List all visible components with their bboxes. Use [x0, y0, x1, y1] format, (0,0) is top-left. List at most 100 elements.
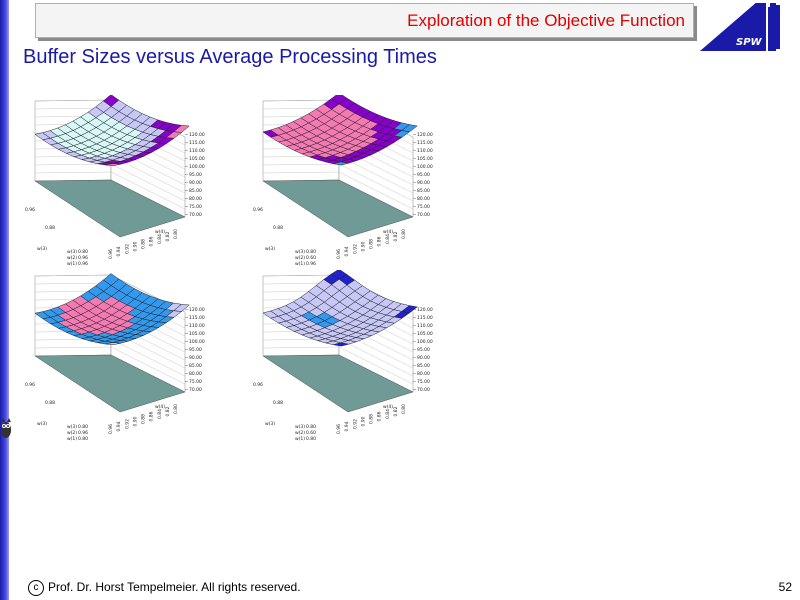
- y-axis-label: w(3): [37, 421, 47, 427]
- fixed-param-label: w(3): [295, 249, 305, 255]
- x-tick-label: 0.90: [360, 241, 366, 251]
- z-tick-label: 115.00: [189, 140, 205, 146]
- z-tick-label: 100.00: [417, 164, 433, 170]
- y-tick-label: 0.88: [273, 400, 283, 406]
- x-tick-label: 0.96: [108, 249, 114, 259]
- fixed-param-value: 0.80: [306, 436, 316, 442]
- z-tick-label: 120.00: [189, 307, 205, 313]
- y-tick-label: 0.96: [253, 382, 263, 388]
- fixed-param-value: 0.96: [78, 255, 88, 261]
- x-tick-label: 0.86: [149, 236, 155, 246]
- x-tick-label: 0.94: [116, 421, 122, 431]
- wall-gridline: [262, 163, 340, 166]
- floor-plane: [262, 179, 414, 238]
- z-tick-label: 90.00: [189, 355, 202, 361]
- wall-gridline: [262, 99, 340, 102]
- wall-gridline: [262, 171, 340, 174]
- x-tick-label: 0.90: [132, 416, 138, 426]
- wall-gridline: [110, 338, 186, 377]
- fixed-param-label: w(1): [67, 436, 77, 442]
- fixed-param-value: 0.60: [306, 430, 316, 436]
- surface-patch: [401, 124, 418, 133]
- z-tick-label: 90.00: [417, 355, 430, 361]
- z-tick-label: 100.00: [189, 164, 205, 170]
- x-tick-label: 0.90: [132, 241, 138, 251]
- z-tick-label: 105.00: [417, 156, 433, 162]
- x-tick-label: 0.80: [173, 229, 179, 239]
- header-title: Exploration of the Objective Function: [407, 11, 685, 30]
- z-tick-label: 80.00: [417, 371, 430, 377]
- x-axis-label: w(4): [383, 404, 393, 410]
- z-tick-label: 95.00: [417, 172, 430, 178]
- x-tick-label: 0.86: [377, 411, 383, 421]
- z-tick-label: 90.00: [189, 180, 202, 186]
- x-tick-label: 0.80: [173, 404, 179, 414]
- fixed-param-value: 0.80: [78, 249, 88, 255]
- copyright-icon: c: [28, 580, 44, 596]
- surface-plot-2: 120.00 115.00 110.00 105.00 100.00 95.00 90.00…: [253, 95, 433, 267]
- fixed-param-value: 0.80: [78, 436, 88, 442]
- z-tick-label: 70.00: [417, 212, 430, 218]
- fixed-param-label: w(3): [295, 424, 305, 430]
- x-tick-label: 0.88: [369, 414, 375, 424]
- z-tick-label: 95.00: [189, 347, 202, 353]
- wall-gridline: [34, 171, 112, 174]
- fixed-param-label: w(3): [67, 424, 77, 430]
- x-tick-label: 0.84: [157, 234, 163, 244]
- x-tick-label: 0.92: [124, 244, 130, 254]
- fixed-param-label: w(2): [67, 255, 77, 261]
- z-tick-label: 110.00: [417, 148, 433, 154]
- fixed-param-label: w(3): [67, 249, 77, 255]
- fixed-param-label: w(1): [67, 261, 77, 267]
- fixed-param-label: w(2): [295, 255, 305, 261]
- x-tick-label: 0.94: [116, 246, 122, 256]
- fixed-param-value: 0.80: [306, 424, 316, 430]
- x-tick-label: 0.82: [393, 231, 399, 241]
- footer-text: Prof. Dr. Horst Tempelmeier. All rights …: [48, 580, 301, 595]
- wall-gridline: [110, 171, 186, 210]
- logo-text: SPW: [736, 37, 763, 48]
- x-tick-label: 0.82: [165, 406, 171, 416]
- x-tick-label: 0.82: [393, 406, 399, 416]
- y-tick-label: 0.96: [25, 382, 35, 388]
- y-tick-label: 0.96: [25, 207, 35, 213]
- x-tick-label: 0.84: [157, 409, 163, 419]
- surface-patch: [173, 304, 190, 312]
- wall-gridline: [338, 346, 414, 385]
- x-axis-label: w(4): [383, 229, 393, 235]
- owl-logo-icon: [1, 418, 11, 438]
- x-tick-label: 0.88: [141, 414, 147, 424]
- x-tick-label: 0.84: [385, 234, 391, 244]
- floor-plane: [262, 354, 414, 413]
- z-tick-label: 75.00: [417, 379, 430, 385]
- z-tick-label: 115.00: [417, 315, 433, 321]
- z-tick-label: 105.00: [417, 331, 433, 337]
- z-tick-label: 70.00: [417, 387, 430, 393]
- y-axis-label: w(3): [265, 246, 275, 252]
- fixed-param-value: 0.80: [306, 249, 316, 255]
- y-tick-label: 0.88: [273, 225, 283, 231]
- left-sidebar-stripe: [0, 0, 9, 600]
- x-tick-label: 0.82: [165, 231, 171, 241]
- x-tick-label: 0.92: [352, 244, 358, 254]
- fixed-param-value: 0.60: [306, 255, 316, 261]
- x-tick-label: 0.96: [336, 249, 342, 259]
- fixed-param-label: w(1): [295, 436, 305, 442]
- header-banner: Exploration of the Objective Function: [35, 3, 694, 38]
- fixed-param-value: 0.96: [78, 261, 88, 267]
- z-tick-label: 80.00: [189, 196, 202, 202]
- fixed-param-label: w(1): [295, 261, 305, 267]
- z-tick-label: 70.00: [189, 212, 202, 218]
- y-tick-label: 0.88: [45, 400, 55, 406]
- z-tick-label: 80.00: [417, 196, 430, 202]
- z-tick-label: 120.00: [189, 132, 205, 138]
- fixed-param-label: w(2): [67, 430, 77, 436]
- x-tick-label: 0.90: [360, 416, 366, 426]
- wall-gridline: [262, 274, 340, 277]
- z-tick-label: 85.00: [189, 363, 202, 369]
- wall-gridline: [110, 163, 186, 202]
- z-tick-label: 110.00: [189, 148, 205, 154]
- surface-patch: [173, 125, 190, 133]
- y-axis-label: w(3): [37, 246, 47, 252]
- x-tick-label: 0.94: [344, 246, 350, 256]
